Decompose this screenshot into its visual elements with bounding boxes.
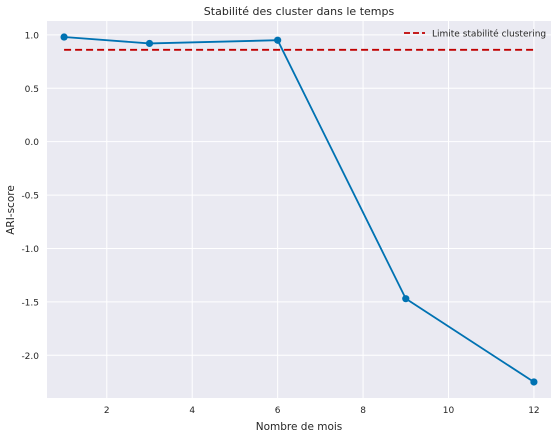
y-tick-label: -1.0 <box>21 245 39 255</box>
chart-title: Stabilité des cluster dans le temps <box>204 5 395 18</box>
y-tick-label: -1.5 <box>21 298 39 308</box>
x-tick-label: 8 <box>360 406 366 416</box>
data-point-marker <box>530 378 538 386</box>
data-point-marker <box>402 295 410 303</box>
y-tick-label: -0.5 <box>21 192 39 202</box>
x-tick-label: 10 <box>443 406 455 416</box>
y-tick-label: 1.0 <box>25 31 40 41</box>
x-tick-label: 4 <box>189 406 195 416</box>
data-point-marker <box>145 39 154 48</box>
x-axis-label: Nombre de mois <box>256 421 343 433</box>
y-tick-label: 0.5 <box>25 85 39 95</box>
x-tick-label: 2 <box>104 406 110 416</box>
data-point-marker <box>274 36 282 44</box>
y-tick-label: 0.0 <box>25 138 40 148</box>
y-axis-label: ARI-score <box>5 185 17 235</box>
series-group <box>60 33 538 386</box>
data-point-marker <box>60 33 68 41</box>
x-tick-label: 6 <box>275 406 281 416</box>
grid <box>47 21 551 398</box>
x-tick-label: 12 <box>528 406 539 416</box>
legend: Limite stabilité clustering <box>404 29 546 40</box>
y-tick-label: -2.0 <box>21 352 39 362</box>
plot-area <box>47 21 551 398</box>
x-tick-labels: 2 4 6 8 10 12 <box>104 406 540 416</box>
y-tick-labels: 1.0 0.5 0.0 -0.5 -1.0 -1.5 -2.0 <box>21 31 39 361</box>
legend-label: Limite stabilité clustering <box>432 29 546 40</box>
